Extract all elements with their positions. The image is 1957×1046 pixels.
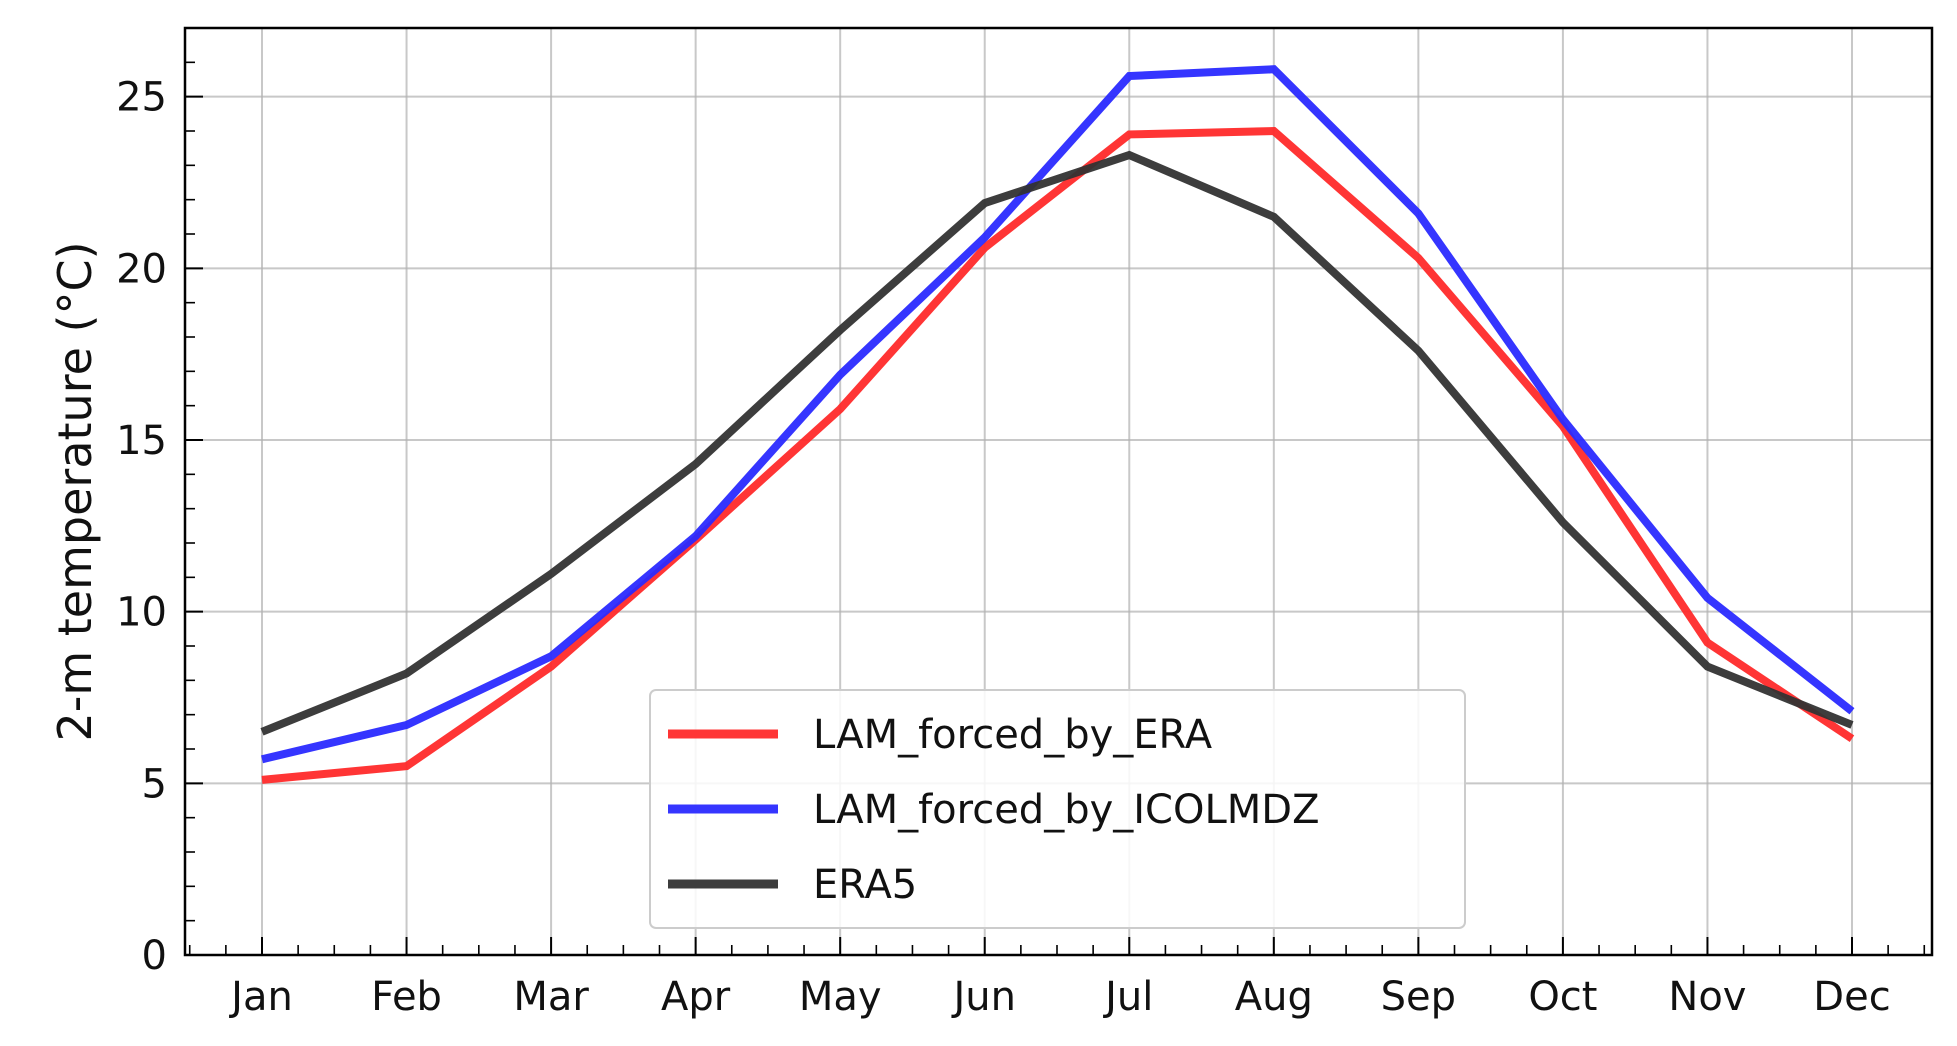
x-tick-label: Sep	[1381, 974, 1456, 1020]
y-tick-label: 20	[116, 246, 167, 292]
x-tick-labels: Jan Feb Mar Apr May Jun Jul Aug Sep Oct Nov Dec	[228, 974, 1891, 1020]
legend: LAM_forced_by_ERA LAM_forced_by_ICOLMDZ ER…	[649, 689, 1466, 929]
x-tick-label: Jul	[1102, 974, 1153, 1020]
series-lines	[260, 65, 1855, 784]
x-tick-label: Mar	[513, 974, 589, 1020]
y-tick-labels: 0 5 10 15 20 25	[116, 75, 167, 979]
x-tick-label: May	[799, 974, 882, 1020]
y-tick-label: 10	[116, 590, 167, 636]
legend-label: LAM_forced_by_ERA	[813, 712, 1213, 758]
series-line-LAM_forced_by_ICOLMDZ	[261, 65, 1855, 764]
x-tick-label: Jun	[950, 974, 1016, 1020]
legend-label: ERA5	[813, 862, 917, 908]
series-line-ERA5	[260, 150, 1854, 736]
plot-frame	[183, 26, 1934, 957]
x-tick-label: Dec	[1813, 974, 1890, 1020]
x-tick-label: Oct	[1528, 974, 1597, 1020]
axis-ticks	[185, 61, 1926, 956]
y-tick-label: 5	[142, 761, 167, 807]
x-tick-label: Apr	[661, 974, 731, 1020]
y-tick-label: 0	[142, 933, 167, 979]
legend-box	[649, 689, 1466, 929]
x-tick-label: Nov	[1668, 974, 1746, 1020]
x-tick-label: Aug	[1235, 974, 1313, 1020]
x-tick-label: Feb	[371, 974, 442, 1020]
y-tick-label: 25	[116, 75, 167, 121]
legend-label: LAM_forced_by_ICOLMDZ	[813, 787, 1319, 833]
series-line-LAM_forced_by_ERA	[261, 126, 1855, 784]
x-tick-label: Jan	[228, 974, 293, 1020]
y-tick-label: 15	[116, 418, 167, 464]
y-axis-title: 2-m temperature (°C)	[48, 241, 102, 741]
